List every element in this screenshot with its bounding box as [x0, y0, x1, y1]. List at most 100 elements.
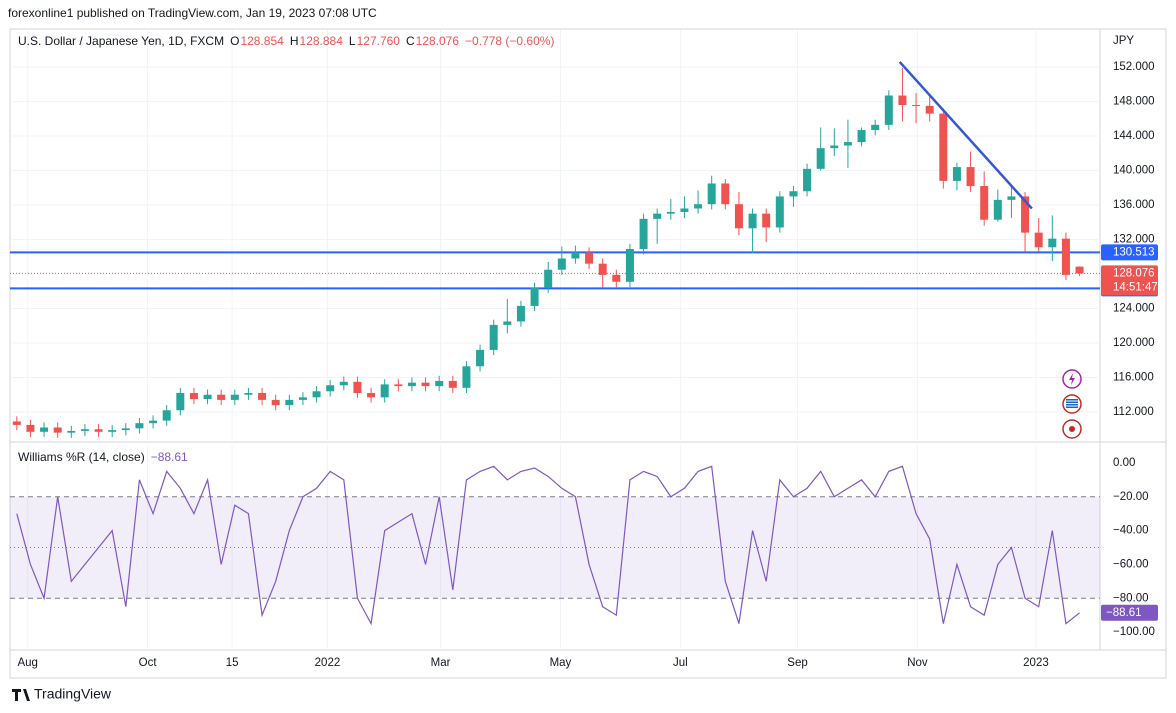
candle-body: [298, 397, 307, 400]
candle-body: [108, 430, 117, 432]
candle-body: [503, 321, 512, 325]
candle-body: [489, 324, 498, 350]
candle-body: [694, 204, 703, 209]
candle-body: [462, 366, 471, 388]
candle-body: [353, 381, 362, 394]
indicator-value: −88.61: [151, 450, 188, 464]
indicator-tick-label: −40.00: [1113, 525, 1149, 537]
plot: Aug Oct 15 2022 Mar May Jul Sep Nov 2023 112.000 11…: [10, 30, 1158, 669]
candle-body: [625, 249, 634, 282]
indicator-tag-label: −88.61: [1106, 607, 1142, 619]
candle-body: [612, 274, 621, 282]
candle-body: [421, 382, 430, 387]
candle-body: [544, 269, 553, 288]
candle-body: [339, 381, 348, 386]
candle-body: [53, 427, 62, 433]
change: −0.778 (−0.60%): [465, 34, 554, 48]
ohlc-value: 128.854: [240, 34, 284, 48]
indicator-tag: [1101, 604, 1158, 621]
candle-body: [80, 429, 89, 431]
candle-body: [762, 213, 771, 228]
y-tick-label: 136.000: [1113, 199, 1155, 211]
ohlc-value: 127.760: [357, 34, 401, 48]
candle-body: [857, 130, 866, 143]
footer-brand: TradingView: [34, 686, 112, 702]
candle-body: [448, 380, 457, 388]
frame: [9, 28, 1167, 679]
y-tick-label: 120.000: [1113, 337, 1155, 349]
y-tick-label: 124.000: [1113, 303, 1155, 315]
candle-body: [666, 211, 675, 214]
y-tick-label: 152.000: [1113, 61, 1155, 73]
candle-body: [1075, 266, 1084, 274]
candle-body: [557, 258, 566, 270]
ohlc-key: H: [290, 34, 299, 48]
x-tick-label: Nov: [907, 657, 928, 669]
candle-body: [26, 424, 35, 432]
candle-body: [707, 183, 716, 205]
x-tick-label: 2023: [1023, 657, 1049, 669]
y-tick-label: 112.000: [1113, 406, 1154, 418]
indicator-name: Williams %R (14, close): [18, 450, 145, 464]
y-tick-label: 144.000: [1113, 130, 1155, 142]
countdown: 14:51:47: [1113, 281, 1158, 293]
candle-body: [312, 391, 321, 398]
candle-body: [162, 410, 171, 421]
candle-body: [571, 252, 580, 259]
candle-body: [830, 145, 839, 149]
candle-body: [271, 399, 280, 406]
price-tag-label: 130.513: [1113, 246, 1155, 258]
icon-glyph: [1069, 373, 1075, 385]
icon-glyph: [1066, 400, 1078, 407]
trendline: [898, 61, 1033, 210]
candle-body: [326, 385, 335, 392]
x-tick-label: 15: [226, 657, 239, 669]
candle-body: [67, 430, 76, 433]
candle-body: [789, 191, 798, 197]
candle-body: [203, 394, 212, 400]
candle-body: [258, 393, 267, 400]
x-tick-label: Aug: [17, 657, 37, 669]
y-tick-label: 140.000: [1113, 165, 1155, 177]
candle-body: [40, 427, 49, 432]
candle-body: [952, 167, 961, 181]
candle-body: [285, 399, 294, 406]
x-tick-label: Oct: [139, 657, 158, 669]
candle-body: [980, 186, 989, 220]
candle-body: [476, 349, 485, 367]
candle-body: [217, 394, 226, 400]
ohlc-key: O: [230, 34, 239, 48]
candle-body: [748, 213, 757, 229]
candle-body: [734, 204, 743, 229]
candle-body: [1007, 196, 1016, 200]
x-tick-label: 2022: [315, 657, 341, 669]
indicator-tick-label: 0.00: [1113, 457, 1135, 469]
candle-body: [680, 208, 689, 212]
candle-body: [176, 393, 185, 411]
candle-body: [803, 168, 812, 192]
candle-body: [394, 384, 403, 387]
candle-body: [585, 252, 594, 264]
candle-body: [1034, 232, 1043, 248]
y-tick-label: 132.000: [1113, 234, 1155, 246]
icon-glyph: [1069, 426, 1075, 432]
candle-body: [530, 287, 539, 306]
ohlc-value: 128.076: [416, 34, 460, 48]
candle-body: [1021, 196, 1030, 233]
candle-body: [912, 105, 921, 107]
ohlc-key: C: [406, 34, 415, 48]
candle-body: [12, 421, 21, 425]
y-tick-label: 116.000: [1113, 372, 1154, 384]
candle-body: [435, 380, 444, 387]
candle-body: [966, 167, 975, 187]
candle-body: [149, 420, 158, 424]
candle-body: [884, 95, 893, 125]
last-price-label: 128.076: [1113, 267, 1155, 279]
candle-body: [925, 105, 934, 114]
candle-body: [244, 393, 253, 395]
candle-body: [407, 382, 416, 387]
indicator-line: [16, 465, 1080, 626]
candle-body: [230, 394, 239, 400]
